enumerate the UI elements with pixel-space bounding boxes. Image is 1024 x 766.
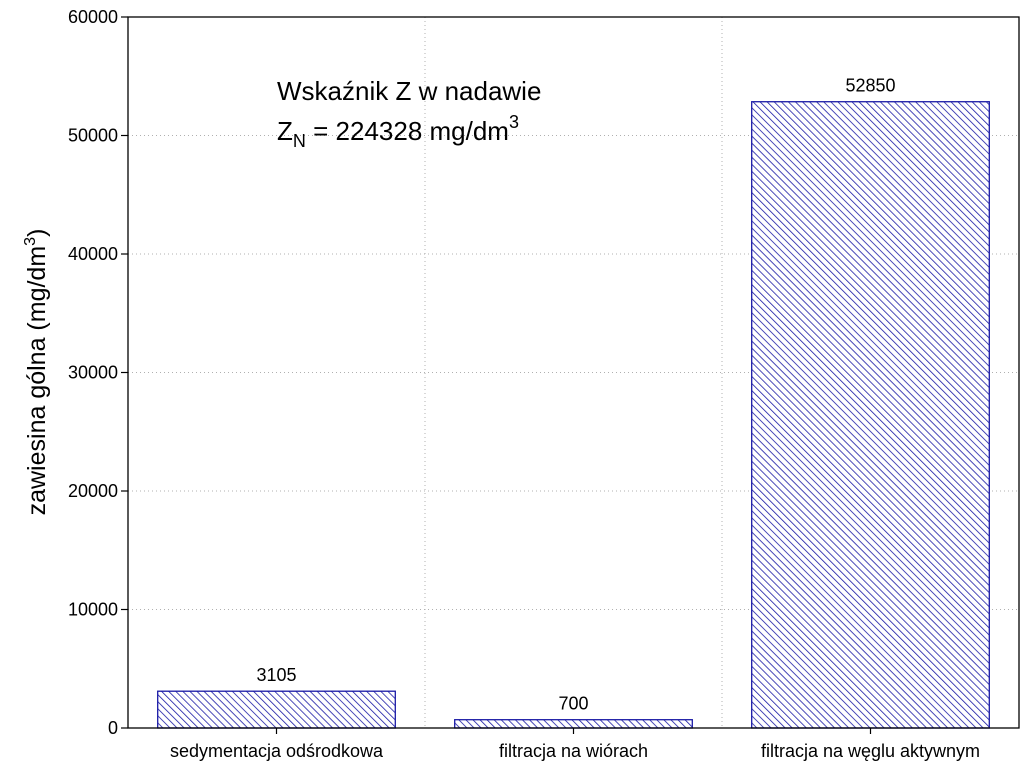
y-tick-label: 30000 bbox=[68, 363, 118, 383]
bars bbox=[157, 101, 990, 729]
y-axis: 0 10000 20000 30000 40000 50000 60000 bbox=[68, 7, 128, 738]
annotation-sub: N bbox=[293, 131, 306, 151]
annotation-line2: ZN = 224328 mg/dm3 bbox=[277, 112, 519, 151]
grid bbox=[128, 17, 1019, 728]
bar bbox=[454, 719, 693, 729]
y-axis-label-sup: 3 bbox=[22, 237, 39, 246]
y-tick-label: 40000 bbox=[68, 244, 118, 264]
y-tick-label: 10000 bbox=[68, 600, 118, 620]
x-tick-label: sedymentacja odśrodkowa bbox=[170, 741, 384, 761]
y-axis-label: zawiesina gólna (mg/dm3) bbox=[22, 229, 51, 516]
bar bbox=[157, 690, 396, 729]
x-tick-label: filtracja na wiórach bbox=[499, 741, 648, 761]
annotation-sup: 3 bbox=[509, 112, 519, 132]
annotation-line1: Wskaźnik Z w nadawie bbox=[277, 76, 541, 106]
y-tick-label: 50000 bbox=[68, 126, 118, 146]
x-tick-label: filtracja na węglu aktywnym bbox=[761, 741, 980, 761]
bar bbox=[751, 101, 990, 729]
y-tick-label: 20000 bbox=[68, 481, 118, 501]
annotation: Wskaźnik Z w nadawie ZN = 224328 mg/dm3 bbox=[277, 76, 541, 151]
x-axis: sedymentacja odśrodkowa filtracja na wiór… bbox=[170, 728, 980, 761]
y-tick-label: 0 bbox=[108, 718, 118, 738]
data-labels: 3105 700 52850 bbox=[256, 76, 895, 714]
data-label: 700 bbox=[558, 694, 588, 714]
data-label: 3105 bbox=[256, 665, 296, 685]
y-tick-label: 60000 bbox=[68, 7, 118, 27]
data-label: 52850 bbox=[845, 76, 895, 96]
